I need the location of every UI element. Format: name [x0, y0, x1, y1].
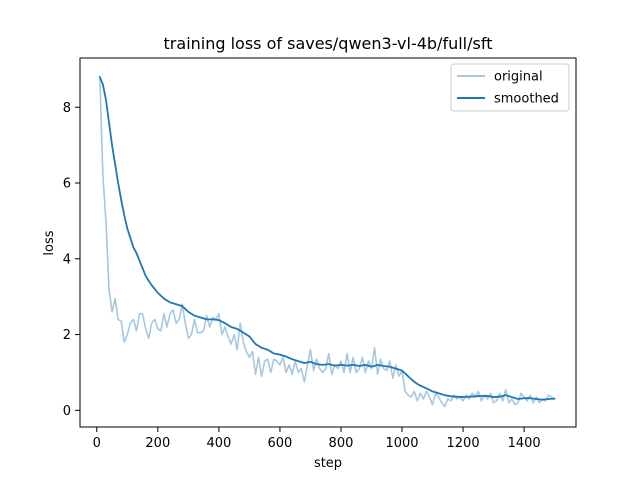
x-tick-label: 1200	[447, 436, 480, 451]
x-tick-label: 600	[268, 436, 293, 451]
axes-frame	[79, 57, 577, 428]
x-tick-label: 1000	[385, 436, 418, 451]
legend-label-smoothed: smoothed	[494, 92, 559, 107]
x-axis-label: step	[314, 456, 342, 471]
series-line-smoothed	[98, 76, 556, 401]
x-tick-label: 800	[329, 436, 354, 451]
y-tick-label: 8	[63, 101, 71, 116]
y-tick-label: 4	[63, 252, 71, 267]
y-tick-label: 6	[63, 177, 71, 192]
y-tick-label: 0	[63, 404, 71, 419]
x-tick-label: 1400	[508, 436, 541, 451]
plot-area	[98, 76, 556, 408]
x-tick-label: 0	[93, 436, 101, 451]
y-axis: 0 2 4 6 8	[63, 101, 80, 419]
x-tick-label: 200	[145, 436, 170, 451]
legend: original smoothed	[450, 63, 570, 112]
chart-title: training loss of saves/qwen3-vl-4b/full/…	[164, 34, 493, 53]
x-axis: 0 200 400 600 800 1000 1200 1400	[93, 427, 541, 451]
y-tick-label: 2	[63, 328, 71, 343]
x-tick-label: 400	[206, 436, 231, 451]
legend-label-original: original	[494, 70, 543, 85]
series-line-original	[99, 76, 556, 408]
y-axis-label: loss	[42, 230, 57, 255]
